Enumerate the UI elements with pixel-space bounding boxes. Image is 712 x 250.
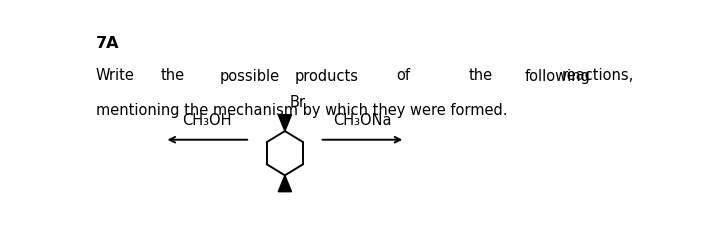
Text: CH₃ONa: CH₃ONa [333, 113, 392, 128]
Polygon shape [278, 175, 291, 192]
Text: reactions,: reactions, [562, 68, 634, 84]
Text: 7A: 7A [95, 36, 119, 51]
Text: Br: Br [289, 95, 305, 110]
Text: Write: Write [95, 68, 135, 84]
Text: CH₃OH: CH₃OH [182, 113, 232, 128]
Text: possible: possible [219, 68, 280, 84]
Text: mentioning the mechanism by which they were formed.: mentioning the mechanism by which they w… [95, 103, 507, 118]
Text: products: products [295, 68, 358, 84]
Text: of: of [397, 68, 410, 84]
Text: the: the [160, 68, 184, 84]
Text: the: the [468, 68, 493, 84]
Polygon shape [278, 115, 291, 131]
Text: following: following [524, 68, 590, 84]
